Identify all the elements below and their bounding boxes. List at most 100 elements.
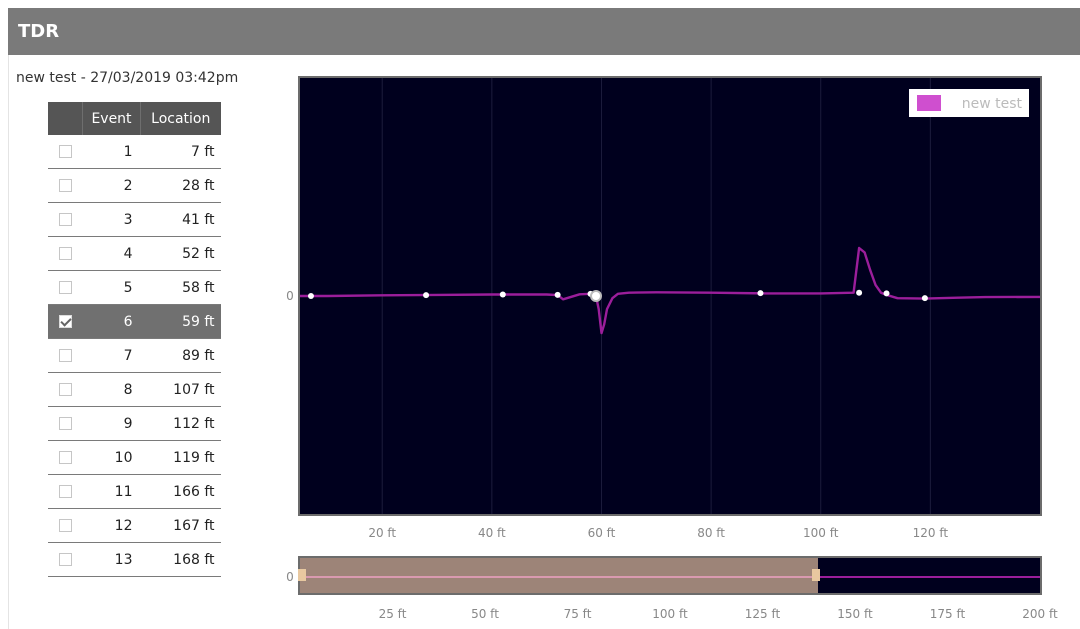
x-tick-label: 40 ft — [478, 526, 506, 540]
legend-label: new test — [962, 96, 1023, 112]
header-checkbox — [48, 102, 83, 135]
row-checkbox[interactable] — [58, 417, 72, 430]
row-checkbox[interactable] — [58, 485, 72, 498]
event-marker[interactable] — [856, 289, 863, 296]
event-location: 107 ft — [140, 372, 221, 407]
event-marker[interactable] — [883, 290, 890, 297]
row-checkbox-cell — [48, 508, 83, 543]
table-row[interactable]: 9 112 ft — [48, 406, 221, 441]
test-label: new test - 27/03/2019 03:42pm — [16, 70, 239, 86]
row-checkbox-cell — [48, 236, 83, 271]
table-row[interactable]: 3 41 ft — [48, 202, 221, 237]
event-number: 3 — [82, 202, 141, 237]
row-checkbox[interactable] — [58, 553, 72, 566]
range-navigator[interactable]: 0 25 ft 50 ft 75 ft 100 ft 125 ft 150 ft 175 f… — [280, 555, 1080, 629]
event-location: 167 ft — [140, 508, 221, 543]
navigator-x-tick-label: 25 ft — [379, 607, 407, 621]
x-tick-label: 120 ft — [913, 526, 949, 540]
navigator-x-tick-label: 75 ft — [564, 607, 592, 621]
event-number: 8 — [82, 372, 141, 407]
event-marker-selected[interactable] — [590, 290, 602, 302]
event-location: 119 ft — [140, 440, 221, 475]
event-number: 13 — [82, 542, 141, 577]
tdr-main-chart[interactable]: 0 20 ft 40 ft 60 ft 80 ft 100 ft 120 ft new t… — [280, 75, 1080, 545]
navigator-x-tick-label: 125 ft — [745, 607, 781, 621]
event-marker[interactable] — [307, 293, 314, 299]
event-location: 168 ft — [140, 542, 221, 577]
row-checkbox[interactable] — [58, 315, 72, 328]
event-location: 89 ft — [140, 338, 221, 373]
row-checkbox-cell — [48, 372, 83, 407]
row-checkbox[interactable] — [58, 451, 72, 464]
row-checkbox[interactable] — [58, 519, 72, 532]
row-checkbox-cell — [48, 202, 83, 237]
event-location: 41 ft — [140, 202, 221, 237]
row-checkbox-cell — [48, 338, 83, 373]
row-checkbox-cell — [48, 474, 83, 509]
event-number: 4 — [82, 236, 141, 271]
event-marker[interactable] — [423, 292, 430, 299]
table-row[interactable]: 12 167 ft — [48, 508, 221, 543]
row-checkbox-cell — [48, 135, 83, 169]
table-row[interactable]: 10 119 ft — [48, 440, 221, 475]
table-row[interactable]: 8 107 ft — [48, 372, 221, 407]
event-location: 166 ft — [140, 474, 221, 509]
row-checkbox[interactable] — [58, 349, 72, 362]
navigator-y-tick-label: 0 — [286, 570, 294, 584]
navigator-x-tick-label: 175 ft — [930, 607, 966, 621]
legend-swatch — [917, 95, 941, 111]
navigator-handle-left[interactable] — [298, 569, 306, 581]
event-location: 52 ft — [140, 236, 221, 271]
navigator-x-tick-label: 150 ft — [837, 607, 873, 621]
event-marker[interactable] — [554, 291, 561, 298]
row-checkbox-cell — [48, 168, 83, 203]
table-row[interactable]: 5 58 ft — [48, 270, 221, 305]
event-marker[interactable] — [499, 291, 506, 298]
event-number: 12 — [82, 508, 141, 543]
row-checkbox-cell — [48, 406, 83, 441]
event-number: 5 — [82, 270, 141, 305]
table-row[interactable]: 7 89 ft — [48, 338, 221, 373]
row-checkbox-cell — [48, 270, 83, 305]
event-location: 7 ft — [140, 135, 221, 169]
row-checkbox[interactable] — [58, 179, 72, 192]
event-location: 28 ft — [140, 168, 221, 203]
row-checkbox-cell — [48, 542, 83, 577]
y-tick-label: 0 — [286, 289, 294, 303]
navigator-x-tick-label: 100 ft — [652, 607, 688, 621]
table-row[interactable]: 4 52 ft — [48, 236, 221, 271]
header-location[interactable]: Location — [140, 102, 221, 135]
event-number: 10 — [82, 440, 141, 475]
panel-divider — [8, 55, 9, 629]
row-checkbox[interactable] — [58, 213, 72, 226]
legend[interactable]: new test — [909, 89, 1029, 117]
navigator-selection[interactable] — [300, 558, 818, 593]
event-number: 6 — [82, 304, 141, 339]
row-checkbox-cell — [48, 304, 83, 339]
event-number: 7 — [82, 338, 141, 373]
row-checkbox[interactable] — [58, 145, 72, 158]
event-number: 9 — [82, 406, 141, 441]
window-title: TDR — [8, 8, 1080, 55]
event-number: 2 — [82, 168, 141, 203]
event-marker[interactable] — [757, 290, 764, 297]
table-row[interactable]: 13 168 ft — [48, 542, 221, 577]
row-checkbox[interactable] — [58, 247, 72, 260]
row-checkbox[interactable] — [58, 281, 72, 294]
header-event[interactable]: Event — [82, 102, 141, 135]
navigator-x-tick-label: 200 ft — [1022, 607, 1058, 621]
navigator-handle-right[interactable] — [812, 569, 820, 581]
event-location: 58 ft — [140, 270, 221, 305]
x-tick-label: 20 ft — [368, 526, 396, 540]
table-header-row: Event Location — [48, 102, 221, 135]
event-number: 11 — [82, 474, 141, 509]
table-row[interactable]: 6 59 ft — [48, 304, 221, 339]
table-row[interactable]: 2 28 ft — [48, 168, 221, 203]
navigator-x-tick-label: 50 ft — [471, 607, 499, 621]
table-row[interactable]: 11 166 ft — [48, 474, 221, 509]
row-checkbox[interactable] — [58, 383, 72, 396]
row-checkbox-cell — [48, 440, 83, 475]
event-marker[interactable] — [921, 295, 928, 302]
